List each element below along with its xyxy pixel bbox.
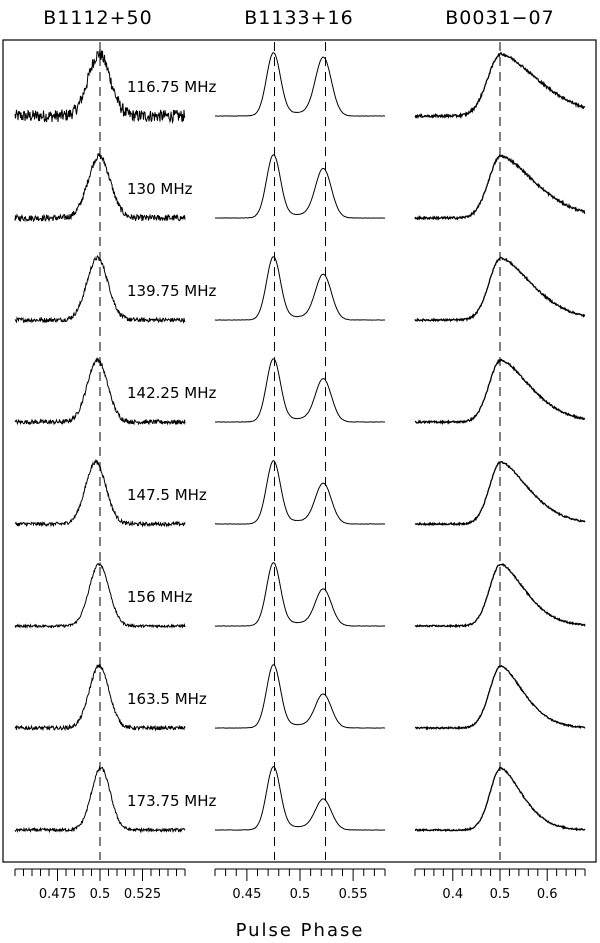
plot-frame — [2, 39, 597, 863]
frequency-label-147_5: 147.5 MHz — [127, 486, 207, 504]
profile-b1112-142_25 — [14, 357, 186, 426]
profile-b0031-116_75 — [414, 51, 586, 120]
profile-b1112-116_75 — [14, 48, 186, 125]
profile-b1112-139_75 — [14, 255, 186, 324]
profile-b1133-116_75 — [214, 52, 386, 117]
tick-label-b1133-1: 0.5 — [290, 887, 311, 902]
column-title-b1112: B1112+50 — [43, 7, 153, 29]
profile-b1133-139_75 — [214, 256, 386, 321]
frequency-label-163_5: 163.5 MHz — [127, 690, 207, 708]
profile-b1133-142_25 — [214, 358, 386, 423]
frequency-label-130: 130 MHz — [127, 180, 193, 198]
tick-label-b0031-2: 0.6 — [537, 887, 558, 902]
profile-b1112-156 — [14, 561, 186, 629]
tick-label-b1112-1: 0.5 — [90, 887, 111, 902]
frequency-label-173_75: 173.75 MHz — [127, 792, 216, 810]
column-title-b1133: B1133+16 — [244, 7, 354, 29]
profile-b1133-173_75 — [214, 766, 386, 831]
profile-b1133-163_5 — [214, 664, 386, 729]
profile-b1112-163_5 — [14, 664, 186, 732]
tick-label-b1112-0: 0.475 — [39, 887, 76, 902]
profile-b0031-163_5 — [414, 664, 586, 731]
profile-b1133-130 — [214, 154, 386, 219]
tick-label-b1133-0: 0.45 — [232, 887, 261, 902]
profile-b0031-139_75 — [414, 256, 586, 323]
frequency-label-116_75: 116.75 MHz — [127, 78, 216, 96]
tick-label-b0031-0: 0.4 — [442, 887, 463, 902]
profile-b0031-156 — [414, 562, 586, 629]
profile-b1133-156 — [214, 562, 386, 627]
profile-b0031-147_5 — [414, 460, 586, 527]
frequency-label-142_25: 142.25 MHz — [127, 384, 216, 402]
frequency-label-156: 156 MHz — [127, 588, 193, 606]
profile-b1112-147_5 — [14, 459, 186, 528]
profile-b0031-173_75 — [414, 766, 586, 833]
profile-b1133-147_5 — [214, 460, 386, 525]
tick-label-b0031-1: 0.5 — [490, 887, 511, 902]
profile-b0031-142_25 — [414, 358, 586, 426]
frequency-label-139_75: 139.75 MHz — [127, 282, 216, 300]
x-axis-title: Pulse Phase — [236, 920, 365, 941]
profile-b1112-130 — [14, 153, 186, 223]
column-title-b0031: B0031−07 — [445, 7, 555, 29]
tick-label-b1133-2: 0.55 — [339, 887, 368, 902]
tick-label-b1112-2: 0.525 — [124, 887, 161, 902]
profile-b0031-130 — [414, 154, 586, 221]
profile-b1112-173_75 — [14, 765, 186, 834]
